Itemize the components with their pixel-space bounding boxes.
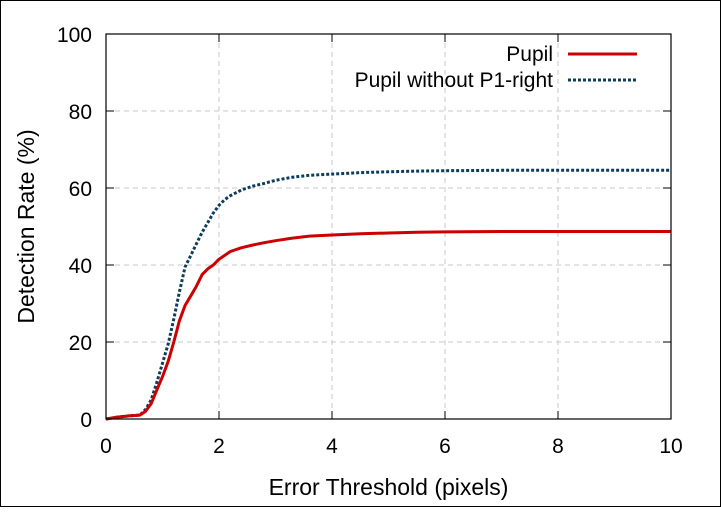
y-axis-label: Detection Rate (%) (13, 129, 39, 323)
x-tick-label: 10 (659, 435, 682, 458)
y-tick-label: 20 (69, 332, 92, 355)
x-tick-label: 6 (439, 435, 451, 458)
plot-area-frame (105, 33, 672, 420)
legend: Pupil Pupil without P1-right (355, 43, 637, 92)
grid (106, 34, 671, 419)
series-line-pupil (105, 230, 671, 421)
y-tick-label: 100 (57, 24, 92, 47)
series-line-pupil-without-p1-right (105, 168, 671, 421)
x-tick-label: 2 (213, 435, 225, 458)
legend-label-pupil-without-p1-right: Pupil without P1-right (355, 69, 554, 92)
x-tick-label: 0 (100, 435, 112, 458)
y-tick-label: 0 (80, 409, 92, 432)
legend-label-pupil: Pupil (506, 43, 553, 66)
x-tick-label: 4 (326, 435, 338, 458)
y-tick-label: 40 (69, 255, 92, 278)
x-axis-label: Error Threshold (pixels) (269, 474, 509, 500)
x-tick-label: 8 (552, 435, 564, 458)
y-tick-label: 60 (69, 178, 92, 201)
series-group (105, 168, 671, 421)
y-tick-label: 80 (69, 101, 92, 124)
